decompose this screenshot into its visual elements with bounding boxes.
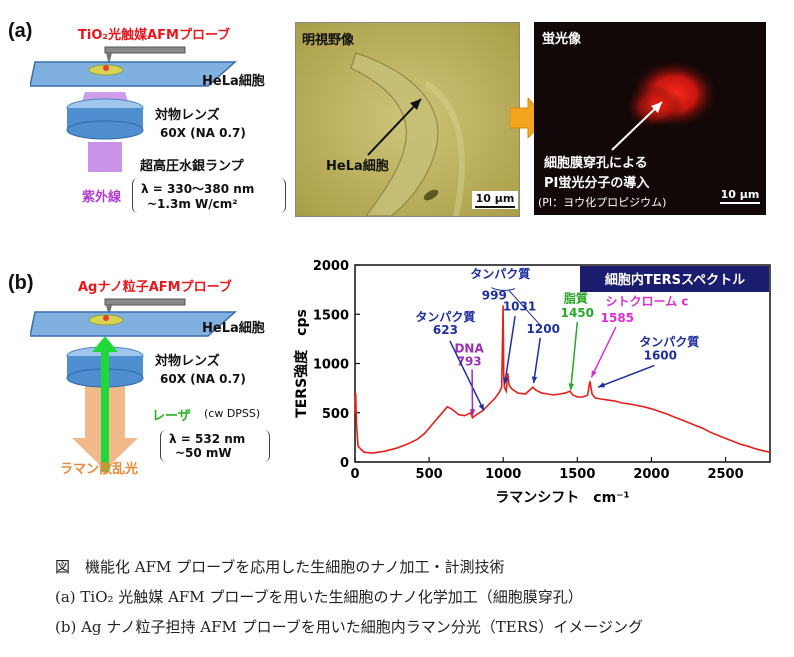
y-tick-label: 0	[340, 456, 349, 471]
annotation-arrowhead	[598, 382, 606, 388]
annotation-arrowhead	[591, 370, 597, 378]
fluorescence-scalebar: 10 μm	[720, 188, 760, 204]
brightfield-title: 明視野像	[302, 33, 355, 48]
brightfield-scale-text: 10 μm	[475, 192, 515, 205]
hela-cell-label-b: HeLa細胞	[202, 321, 265, 336]
uv-beam-icon	[88, 142, 122, 172]
chart-annotation: 999	[482, 288, 507, 302]
x-tick-label: 1500	[559, 467, 595, 482]
y-tick-label: 1000	[313, 358, 349, 373]
annotation-arrow	[590, 326, 617, 378]
y-tick-label: 1500	[313, 308, 349, 323]
laser-wavelength: λ = 532 nm	[169, 432, 246, 446]
y-tick-label: 2000	[313, 259, 349, 274]
chart-annotation: 1600	[644, 349, 677, 363]
uv-spec-bracket: λ = 330〜380 nm ~1.3m W/cm²	[132, 178, 286, 213]
objective-lens-spec-a: 60X (NA 0.7)	[160, 126, 246, 140]
ters-spectrum-line	[354, 305, 771, 454]
x-tick-label: 0	[350, 467, 359, 482]
chart-annotation: タンパク質	[470, 266, 530, 281]
panel-a-label: (a)	[8, 20, 33, 42]
chart-annotation: 623	[433, 323, 458, 337]
laser-label: レーザ	[152, 409, 191, 424]
laser-type: (cw DPSS)	[204, 407, 261, 420]
chart-annotation: 1031	[503, 299, 536, 313]
objective-lens-label-a: 対物レンズ	[155, 108, 220, 123]
fluorescence-title: 蛍光像	[542, 32, 582, 47]
uv-label: 紫外線	[82, 190, 122, 205]
panel-b-label: (b)	[8, 272, 34, 294]
chart-x-label: ラマンシフト cm⁻¹	[495, 490, 629, 506]
laser-power: ~50 mW	[175, 446, 232, 460]
x-tick-label: 2000	[633, 467, 669, 482]
objective-lens-spec-b: 60X (NA 0.7)	[160, 372, 246, 386]
panel-a-schematic	[30, 46, 237, 172]
chart-annotation: タンパク質	[639, 334, 699, 349]
fluorescence-image: 蛍光像 細胞膜穿孔による PI蛍光分子の導入 (PI：ヨウ化プロピジウム) 10…	[534, 22, 766, 215]
laser-beam-icon	[101, 352, 109, 472]
chart-annotation: 1200	[527, 322, 560, 336]
annotation-arrow	[597, 364, 655, 388]
ters-spectrum-chart: 細胞内TERSスペクトル 0 500 1000 1500 2000 2500 0 500 100…	[293, 259, 771, 506]
chart-annotation: シトクローム c	[606, 294, 689, 308]
annotation-arrow	[503, 316, 516, 385]
x-tick-label: 1000	[485, 467, 521, 482]
fluorescence-scale-text: 10 μm	[720, 188, 760, 201]
protein-bracket	[491, 287, 516, 291]
uv-power: ~1.3m W/cm²	[147, 197, 238, 211]
ag-probe-icon	[104, 298, 186, 306]
afm-probe-icon	[104, 46, 186, 54]
annotation-arrowhead	[478, 403, 484, 411]
figure-caption-title: 図 機能化 AFM プローブを応用した生細胞のナノ加工・計測技術	[55, 558, 505, 576]
chart-annotation: 脂質	[563, 290, 588, 305]
fluorescence-line3: (PI：ヨウ化プロピジウム)	[538, 196, 667, 209]
brightfield-scalebar: 10 μm	[472, 191, 518, 209]
figure-caption-b: (b) Ag ナノ粒子担持 AFM プローブを用いた細胞内ラマン分光（TERS）…	[55, 618, 643, 636]
chart-y-label: TERS強度 cps	[293, 309, 310, 418]
x-tick-label: 500	[416, 467, 443, 482]
figure-caption-a: (a) TiO₂ 光触媒 AFM プローブを用いた生細胞のナノ化学加工（細胞膜穿…	[55, 588, 583, 606]
y-tick-label: 500	[322, 407, 349, 422]
brightfield-arrow	[367, 98, 422, 156]
chart-annotation: 1450	[561, 306, 594, 320]
chart-title-box	[580, 266, 769, 292]
raman-label: ラマン散乱光	[60, 462, 139, 477]
ag-probe-label: Agナノ粒子AFMプローブ	[78, 280, 232, 295]
brightfield-hela-label: HeLa細胞	[326, 159, 389, 174]
chart-annotation: 793	[457, 354, 482, 368]
panel-b-schematic	[30, 298, 237, 472]
fluorescence-line1: 細胞膜穿孔による	[544, 156, 648, 171]
annotation-arrow	[532, 337, 542, 384]
hela-cell-label-a: HeLa細胞	[202, 74, 265, 89]
brightfield-image: 明視野像 HeLa細胞 10 μm	[295, 22, 520, 217]
chart-annotation: DNA	[454, 342, 484, 356]
mercury-lamp-label: 超高圧水銀ランプ	[140, 159, 244, 174]
objective-lens-label-b: 対物レンズ	[155, 354, 220, 369]
chart-title: 細胞内TERSスペクトル	[605, 272, 745, 288]
annotation-arrowhead	[568, 383, 574, 391]
annotation-arrowhead	[531, 376, 538, 384]
tio2-probe-label: TiO₂光触媒AFMプローブ	[78, 28, 231, 43]
fluorescence-arrow	[611, 101, 663, 151]
chart-annotation: タンパク質	[415, 309, 475, 324]
fluorescence-line2: PI蛍光分子の導入	[544, 176, 650, 191]
chart-annotation: 1585	[601, 311, 634, 325]
glass-slide-icon	[30, 61, 237, 87]
annotation-arrow	[569, 322, 579, 391]
annotation-arrow	[449, 340, 485, 412]
laser-spec-bracket: λ = 532 nm ~50 mW	[160, 430, 270, 462]
uv-wavelength: λ = 330〜380 nm	[141, 182, 255, 196]
annotation-arrowhead	[502, 377, 509, 385]
x-tick-label: 2500	[707, 467, 743, 482]
chart-plot-frame	[354, 264, 771, 463]
protein-bracket-line	[508, 290, 541, 326]
glass-slide-icon-b	[30, 311, 237, 337]
annotation-arrowhead	[469, 409, 476, 416]
